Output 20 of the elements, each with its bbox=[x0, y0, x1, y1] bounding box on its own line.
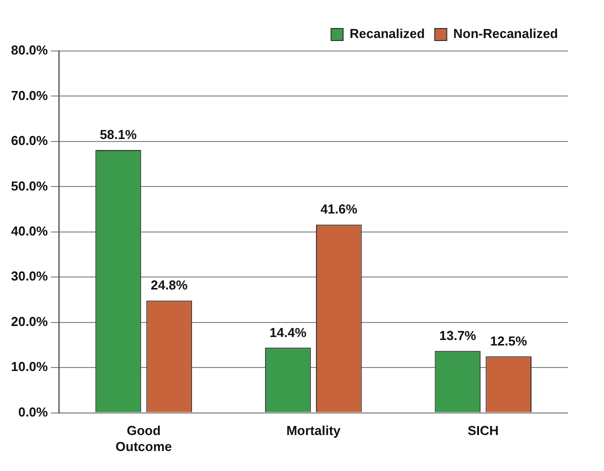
data-label: 14.4% bbox=[270, 324, 307, 340]
y-tick-label: 20.0% bbox=[10, 314, 48, 329]
y-tick-label: 50.0% bbox=[10, 178, 48, 194]
data-label: 12.5% bbox=[490, 333, 528, 348]
x-tick-label: SICH bbox=[468, 423, 499, 438]
y-tick-label: 60.0% bbox=[10, 133, 48, 148]
y-tick-label: 80.0% bbox=[10, 42, 48, 58]
y-tick-label: 0.0% bbox=[18, 404, 48, 420]
legend-label: Recanalized bbox=[350, 26, 425, 42]
legend-label: Non-Recanalized bbox=[453, 26, 558, 42]
y-tick-label: 30.0% bbox=[10, 268, 48, 284]
data-label: 58.1% bbox=[100, 127, 138, 142]
x-tick-label: Mortality bbox=[286, 423, 342, 438]
y-tick-label: 70.0% bbox=[10, 88, 48, 103]
y-tick-label: 10.0% bbox=[10, 359, 48, 374]
data-label: 41.6% bbox=[320, 202, 358, 217]
data-label: 24.8% bbox=[150, 278, 188, 293]
y-tick-label: 40.0% bbox=[10, 223, 48, 238]
data-label: 13.7% bbox=[439, 328, 477, 343]
x-tick-label: Good Outcome bbox=[116, 423, 172, 454]
